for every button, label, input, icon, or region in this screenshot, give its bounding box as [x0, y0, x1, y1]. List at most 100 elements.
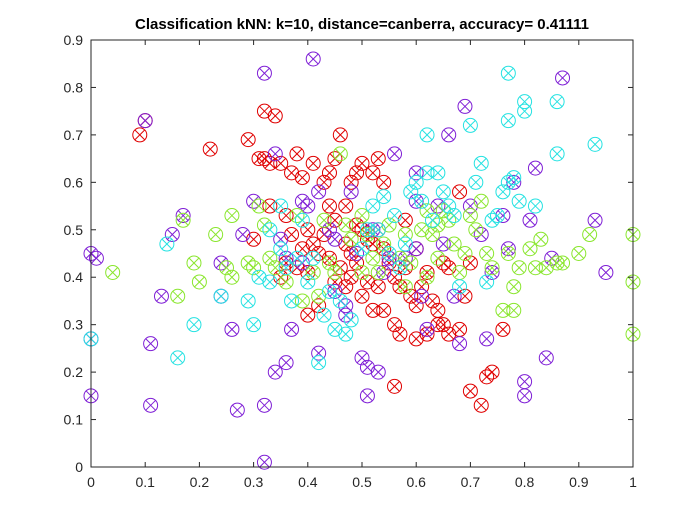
y-tick-label: 0.7 [64, 127, 84, 143]
data-point [495, 302, 511, 318]
data-point [251, 198, 267, 214]
data-point [414, 222, 430, 238]
data-point [354, 208, 370, 224]
x-tick-label: 0.1 [135, 474, 155, 490]
data-point [153, 288, 169, 304]
data-point [273, 155, 289, 171]
data-point [186, 317, 202, 333]
data-point [332, 293, 348, 309]
data-point [484, 364, 500, 380]
data-point [370, 264, 386, 280]
data-point [495, 184, 511, 200]
data-point [517, 388, 533, 404]
data-point [359, 388, 375, 404]
data-point [506, 302, 522, 318]
data-point [159, 236, 175, 252]
data-point [392, 260, 408, 276]
data-point [251, 151, 267, 167]
data-point [571, 246, 587, 261]
data-point [430, 317, 446, 333]
data-point [338, 326, 354, 342]
data-point [338, 279, 354, 295]
data-point [419, 165, 435, 181]
data-point [555, 70, 571, 86]
data-point [555, 255, 571, 271]
data-point [511, 260, 527, 276]
data-point [473, 155, 489, 171]
data-point [343, 312, 359, 328]
y-tick-label: 0.3 [64, 317, 84, 333]
x-axis: 0 0.1 0.2 0.3 0.4 0.5 0.6 0.7 0.8 0.9 1 [87, 40, 637, 490]
data-point [267, 260, 283, 276]
data-point [278, 260, 294, 276]
data-point [224, 208, 240, 224]
data-point [392, 326, 408, 342]
data-point [327, 264, 343, 280]
data-point [506, 174, 522, 190]
data-point [365, 302, 381, 318]
data-point [381, 246, 397, 261]
data-point [327, 231, 343, 247]
data-point [224, 321, 240, 337]
y-tick-label: 0.8 [64, 79, 84, 95]
data-point [587, 212, 603, 228]
data-point [278, 255, 294, 271]
data-point [414, 288, 430, 304]
data-point [359, 274, 375, 290]
y-tick-label: 0.5 [64, 222, 84, 238]
data-point [419, 264, 435, 280]
data-point [284, 321, 300, 337]
data-point [462, 208, 478, 224]
data-point [468, 174, 484, 190]
data-point [273, 198, 289, 214]
data-point [316, 174, 332, 190]
data-point [424, 212, 440, 228]
data-point [457, 288, 473, 304]
x-tick-label: 0 [87, 474, 95, 490]
data-point [256, 65, 272, 81]
data-point [441, 127, 457, 143]
data-point [327, 283, 343, 299]
x-tick-label: 0.2 [190, 474, 210, 490]
data-point [354, 155, 370, 171]
data-point [137, 113, 153, 129]
data-point [522, 212, 538, 228]
y-tick-label: 0.4 [64, 269, 84, 285]
data-point [435, 184, 451, 200]
data-point [446, 236, 462, 252]
data-point [376, 236, 392, 252]
data-point [338, 198, 354, 214]
data-point [219, 260, 234, 276]
data-point [305, 155, 321, 171]
data-point [365, 250, 381, 266]
data-point [500, 241, 516, 257]
data-point [289, 250, 305, 266]
data-point [479, 246, 495, 261]
data-point [473, 193, 489, 209]
data-point [419, 269, 435, 285]
data-point [132, 127, 148, 143]
data-point [262, 274, 278, 290]
data-marks [83, 51, 641, 470]
data-point [354, 350, 370, 366]
data-point [500, 65, 516, 81]
data-point [462, 255, 478, 271]
data-point [267, 146, 283, 162]
data-point [490, 208, 505, 224]
data-point [262, 155, 278, 171]
data-point [262, 250, 278, 266]
data-point [278, 355, 294, 371]
data-point [300, 222, 316, 238]
data-point [186, 255, 202, 271]
data-point [387, 378, 403, 394]
data-point [370, 364, 386, 380]
data-point [457, 246, 473, 261]
data-point [294, 170, 310, 186]
data-point [105, 264, 121, 280]
data-point [321, 250, 337, 266]
data-point [468, 222, 484, 238]
data-point [208, 227, 224, 243]
data-point [527, 198, 543, 214]
data-point [441, 198, 457, 214]
